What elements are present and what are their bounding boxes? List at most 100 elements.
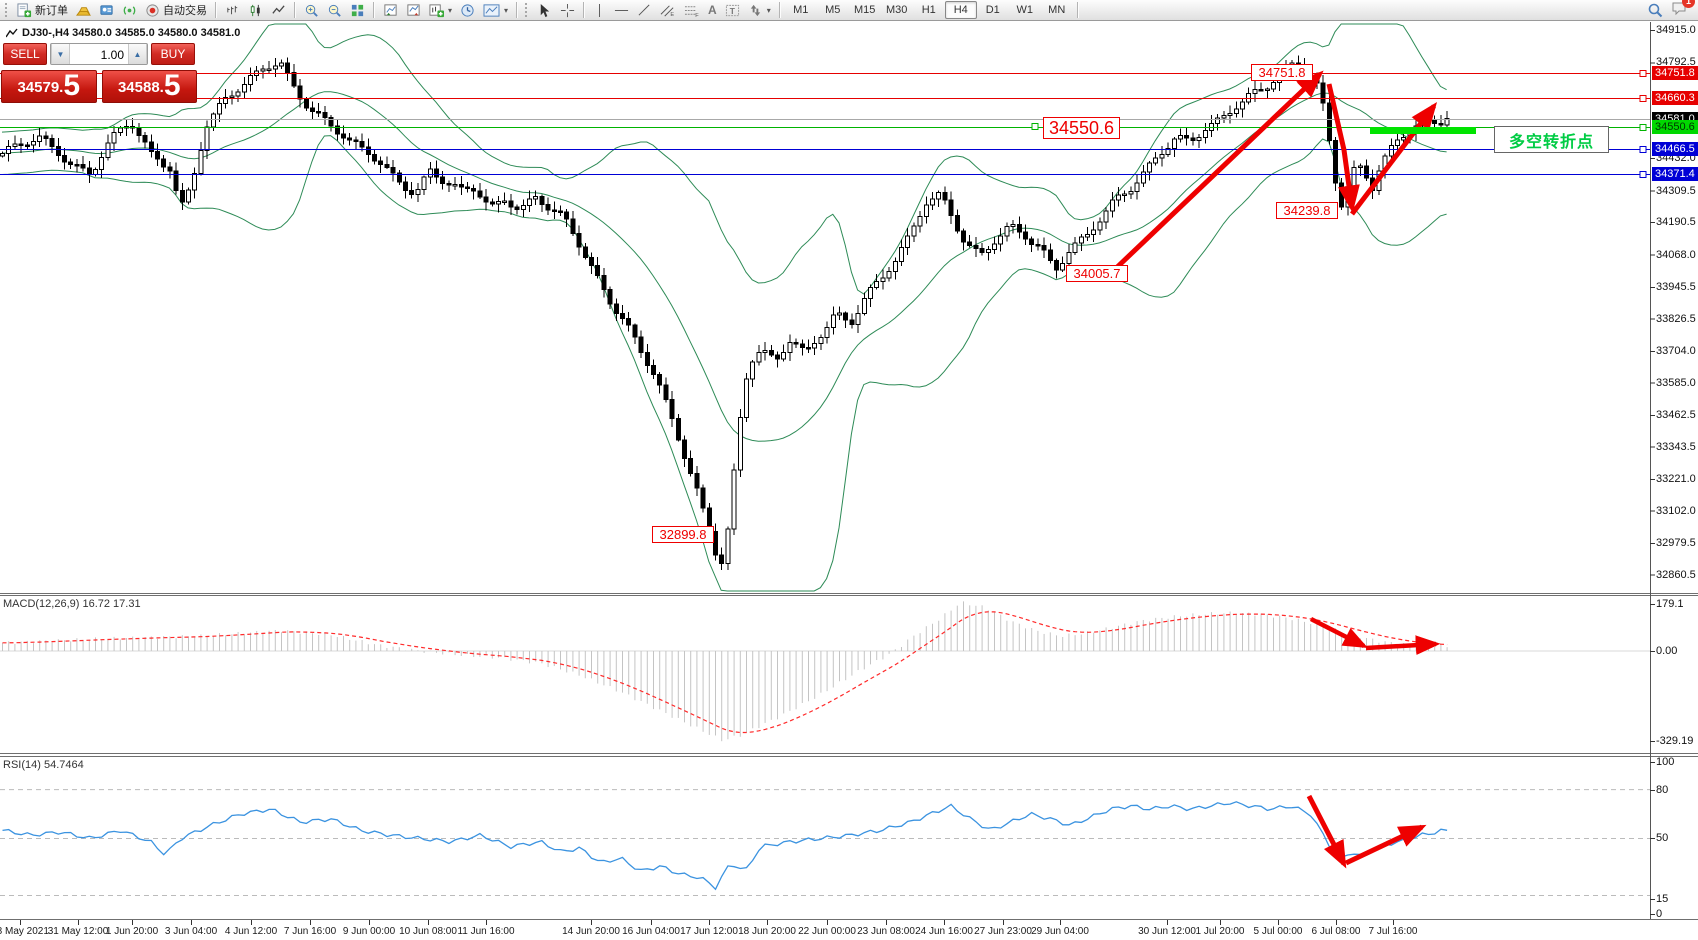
toolbar-separator	[516, 2, 519, 18]
time-label: 9 Jun 00:00	[342, 926, 396, 937]
chart-header: DJ30-,H4 34580.0 34585.0 34580.0 34581.0	[6, 27, 240, 39]
one-click-trade-panel: SELL ▼ 1.00 ▲ BUY 34579. 5 34588. 5	[1, 43, 197, 103]
sell-price-main: 34579	[17, 79, 60, 96]
new-order-button[interactable]: 新订单	[13, 1, 72, 20]
sell-price-display[interactable]: 34579. 5	[1, 70, 97, 103]
time-label: 23 Jun 08:00	[857, 926, 915, 937]
horizontal-line-icon	[614, 9, 629, 11]
volume-value[interactable]: 1.00	[100, 48, 124, 62]
cursor-tool-button[interactable]	[533, 1, 556, 20]
fibonacci-tool-button[interactable]: F	[680, 1, 704, 20]
profiles-dropdown-caret: ▾	[504, 5, 509, 15]
price-tick: 33462.5	[1656, 409, 1696, 422]
price-tick: 33945.5	[1656, 281, 1696, 294]
cascade-windows-button[interactable]	[402, 1, 425, 20]
new-chart-icon	[429, 3, 444, 17]
timeframe-H1[interactable]: H1	[921, 4, 936, 16]
bar-chart-mode-button[interactable]	[221, 1, 244, 20]
main-toolbar: 新订单 自动交易 ▾ ▾	[0, 0, 1698, 21]
time-label: 1 Jul 20:00	[1195, 926, 1245, 937]
chart-profiles-button[interactable]: ▾	[479, 1, 512, 20]
signal-icon	[123, 5, 136, 15]
new-chart-button[interactable]: ▾	[425, 1, 456, 20]
time-label: 22 Jun 00:00	[798, 926, 856, 937]
zoom-in-button[interactable]	[300, 1, 323, 20]
timeframe-M5[interactable]: M5	[825, 4, 841, 16]
buy-price-big: 5	[163, 69, 181, 102]
text-label-icon: T	[725, 4, 739, 16]
price-tick: 33221.0	[1656, 473, 1696, 486]
period-clock-button[interactable]	[456, 1, 479, 20]
time-label: 7 Jul 16:00	[1368, 926, 1418, 937]
price-tick: 33343.5	[1656, 440, 1696, 453]
autotrade-button[interactable]: 自动交易	[141, 1, 211, 20]
text-label-tool-button[interactable]: T	[721, 1, 744, 20]
timeframe-D1[interactable]: D1	[985, 4, 1000, 16]
chart-symbol-icon	[6, 28, 18, 38]
time-label: 4 Jun 12:00	[224, 926, 278, 937]
timeframe-MN[interactable]: MN	[1048, 4, 1066, 16]
time-label: 31 May 12:00	[47, 926, 109, 937]
price-tick: 34309.5	[1656, 184, 1696, 197]
trendline-tool-button[interactable]	[633, 1, 656, 20]
autotrade-label: 自动交易	[163, 5, 207, 17]
deposit-button[interactable]	[72, 1, 95, 20]
zoom-in-icon	[305, 4, 318, 17]
signals-button[interactable]	[118, 1, 141, 20]
vertical-line-tool-button[interactable]	[589, 1, 610, 20]
timeframe-W1[interactable]: W1	[1016, 4, 1033, 16]
notifications-button[interactable]: 1	[1671, 0, 1695, 21]
time-label: 14 Jun 20:00	[562, 926, 620, 937]
autotrade-icon	[146, 3, 159, 17]
horizontal-line-tool-button[interactable]	[610, 1, 633, 20]
new-order-icon	[17, 2, 32, 17]
pivot-note: 多空转折点	[1494, 126, 1609, 153]
rsi-axis-100: 100	[1656, 756, 1675, 768]
chart-surface[interactable]	[0, 22, 1650, 919]
sell-button[interactable]: SELL	[3, 43, 47, 65]
timeframe-H4[interactable]: H4	[944, 1, 977, 19]
indicators-button[interactable]	[346, 1, 369, 20]
macd-axis-0.00: 0.00	[1656, 645, 1678, 657]
arrows-dropdown-caret: ▾	[766, 5, 771, 15]
arrows-icon	[750, 4, 760, 16]
timeframe-M1[interactable]: M1	[793, 4, 809, 16]
price-tick: 32860.5	[1656, 568, 1696, 581]
new-chart-dropdown-caret: ▾	[448, 5, 453, 15]
annotation-34005.7: 34005.7	[1066, 265, 1128, 282]
cascade-windows-icon	[407, 3, 420, 16]
tile-windows-button[interactable]	[379, 1, 402, 20]
crosshair-tool-button[interactable]	[556, 1, 579, 20]
sell-price-big: 5	[63, 69, 81, 102]
candlestick-mode-button[interactable]	[244, 1, 267, 20]
buy-button[interactable]: BUY	[151, 43, 195, 65]
zoom-out-button[interactable]	[323, 1, 346, 20]
search-icon[interactable]	[1647, 2, 1663, 18]
time-label: 11 Jun 16:00	[457, 926, 515, 937]
timeframe-M30[interactable]: M30	[886, 4, 908, 16]
text-tool-button[interactable]: A	[708, 3, 717, 17]
equidistant-channel-tool-button[interactable]: E	[656, 1, 680, 20]
time-label: 5 Jul 00:00	[1253, 926, 1303, 937]
rsi-axis-0: 0	[1656, 908, 1663, 920]
volume-decrease-button[interactable]: ▼	[51, 44, 70, 64]
time-label: 17 Jun 12:00	[680, 926, 738, 937]
toolbar-drag-handle[interactable]	[5, 3, 10, 17]
buy-price-display[interactable]: 34588. 5	[101, 69, 197, 103]
price-tick: 34190.5	[1656, 216, 1696, 229]
arrows-tool-button[interactable]: ▾	[744, 1, 775, 20]
time-label: 18 Jun 20:00	[738, 926, 796, 937]
annotation-34751.8: 34751.8	[1251, 64, 1313, 81]
gold-ingot-icon	[76, 6, 91, 16]
line-chart-mode-button[interactable]	[267, 1, 290, 20]
mql-community-button[interactable]	[95, 1, 118, 20]
annotation-34550.6: 34550.6	[1043, 117, 1120, 139]
timeframe-M15[interactable]: M15	[854, 4, 876, 16]
svg-text:E: E	[670, 12, 674, 18]
annotation-34239.8: 34239.8	[1276, 202, 1338, 219]
toolbar-drag-handle[interactable]	[525, 3, 530, 17]
indicators-grid-icon	[351, 4, 364, 16]
channel-icon: E	[660, 4, 674, 18]
volume-increase-button[interactable]: ▲	[128, 44, 147, 64]
time-label: 16 Jun 04:00	[622, 926, 680, 937]
